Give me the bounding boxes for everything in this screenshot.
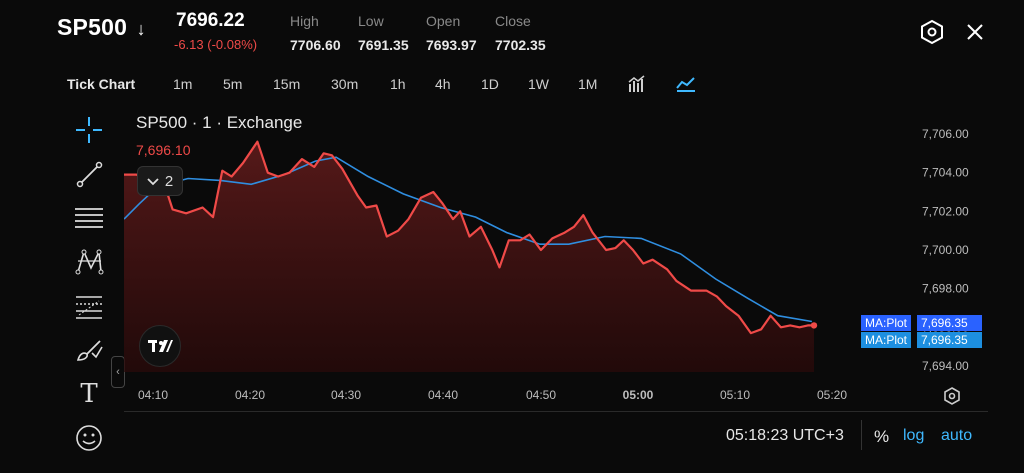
horizontal-lines-icon[interactable]: [72, 201, 106, 235]
tab-1w[interactable]: 1W: [528, 76, 549, 92]
ohlc-value-low: 7691.35: [358, 37, 409, 53]
price-change: -6.13 (-0.08%): [174, 37, 258, 52]
ma-tag-label: MA:Plot: [861, 315, 912, 331]
percent-scale-toggle[interactable]: %: [874, 427, 890, 446]
current-price: 7696.22: [176, 10, 245, 31]
tab-5m[interactable]: 5m: [223, 76, 243, 92]
x-tick-label: 04:20: [235, 388, 265, 402]
y-tick-label: 7,698.00: [922, 282, 969, 296]
ma-tag-value: 7,696.35: [917, 315, 982, 331]
indicator-count: 2: [164, 172, 174, 190]
log-scale-toggle[interactable]: log: [903, 427, 925, 444]
y-tick-label: 7,706.00: [922, 127, 969, 141]
collapse-indicators-button[interactable]: 2: [137, 166, 183, 196]
price-line: [124, 140, 814, 335]
tradingview-logo-icon[interactable]: [139, 325, 181, 367]
y-tick-label: 7,700.00: [922, 243, 969, 257]
price-chart[interactable]: 7,706.00 7,704.00 7,702.00 7,700.00 7,698.00…: [124, 112, 988, 410]
tab-1mo[interactable]: 1M: [578, 76, 598, 92]
ma-tag-label-2: MA:Plot: [861, 332, 912, 348]
x-tick-label: 05:10: [720, 388, 750, 402]
chart-title: SP500 · 1 · Exchange: [136, 113, 303, 132]
ohlc-label-close: Close: [495, 13, 531, 29]
x-tick-label: 04:10: [138, 388, 168, 402]
chevron-down-icon: [147, 173, 159, 190]
indicators-icon[interactable]: [627, 74, 647, 94]
y-tick-label: 7,702.00: [922, 204, 969, 218]
footer-separator: [861, 420, 862, 450]
tab-15m[interactable]: 15m: [273, 76, 301, 92]
crosshair-icon[interactable]: [72, 113, 106, 147]
ohlc-value-high: 7706.60: [290, 37, 341, 53]
ohlc-label-high: High: [290, 13, 319, 29]
x-tick-label: 04:50: [526, 388, 556, 402]
symbol-arrow-icon: ↓: [136, 19, 146, 39]
settings-hex-icon[interactable]: [919, 19, 945, 45]
y-tick-label: 7,704.00: [922, 166, 969, 180]
x-tick-label: 05:00: [623, 388, 654, 402]
symbol-name[interactable]: SP500 ↓: [57, 14, 146, 41]
symbol-text: SP500: [57, 14, 128, 40]
ma-plot-line: [124, 156, 813, 323]
ma-tag-value-2: 7,696.35: [917, 332, 982, 348]
tab-1m[interactable]: 1m: [173, 76, 193, 92]
tab-4h[interactable]: 4h: [435, 76, 451, 92]
ohlc-label-open: Open: [426, 13, 461, 29]
text-icon[interactable]: T: [80, 379, 98, 409]
tab-1h[interactable]: 1h: [390, 76, 406, 92]
x-tick-label: 04:30: [331, 388, 361, 402]
y-tick-label: 7,694.00: [922, 359, 969, 373]
tab-30m[interactable]: 30m: [331, 76, 359, 92]
tab-tick-chart[interactable]: Tick Chart: [67, 76, 136, 92]
last-price-label: 7,696.10: [136, 142, 191, 158]
axis-settings-icon[interactable]: [942, 386, 962, 406]
clock-timezone[interactable]: 05:18:23 UTC+3: [726, 427, 844, 444]
auto-scale-toggle[interactable]: auto: [941, 427, 973, 444]
price-area-fill: [124, 141, 814, 372]
ohlc-value-close: 7702.35: [495, 37, 546, 53]
trend-line-icon[interactable]: [72, 157, 106, 191]
toolbar-collapse-button[interactable]: ‹: [111, 356, 125, 388]
ohlc-label-low: Low: [358, 13, 384, 29]
pattern-icon[interactable]: [72, 245, 106, 279]
chart-style-area-icon[interactable]: [675, 74, 697, 94]
close-icon[interactable]: [964, 21, 986, 43]
tab-1d[interactable]: 1D: [481, 76, 499, 92]
last-price-dot: [810, 322, 818, 329]
x-tick-label: 05:20: [817, 388, 847, 402]
brush-icon[interactable]: [72, 333, 106, 367]
ohlc-value-open: 7693.97: [426, 37, 477, 53]
chart-bottom-divider: [124, 411, 988, 412]
emoji-icon[interactable]: [72, 421, 106, 455]
fib-icon[interactable]: [72, 289, 106, 323]
x-tick-label: 04:40: [428, 388, 458, 402]
